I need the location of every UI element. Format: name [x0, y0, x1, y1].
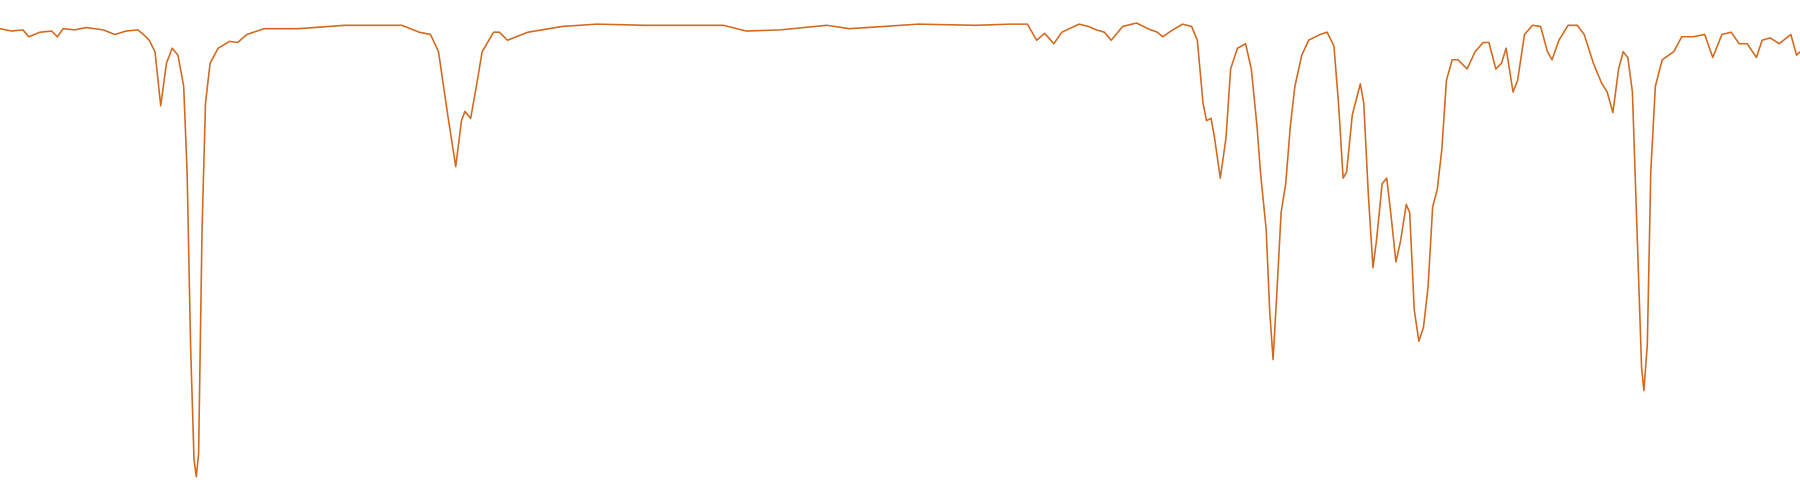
- spectrum-line: [0, 22, 1800, 478]
